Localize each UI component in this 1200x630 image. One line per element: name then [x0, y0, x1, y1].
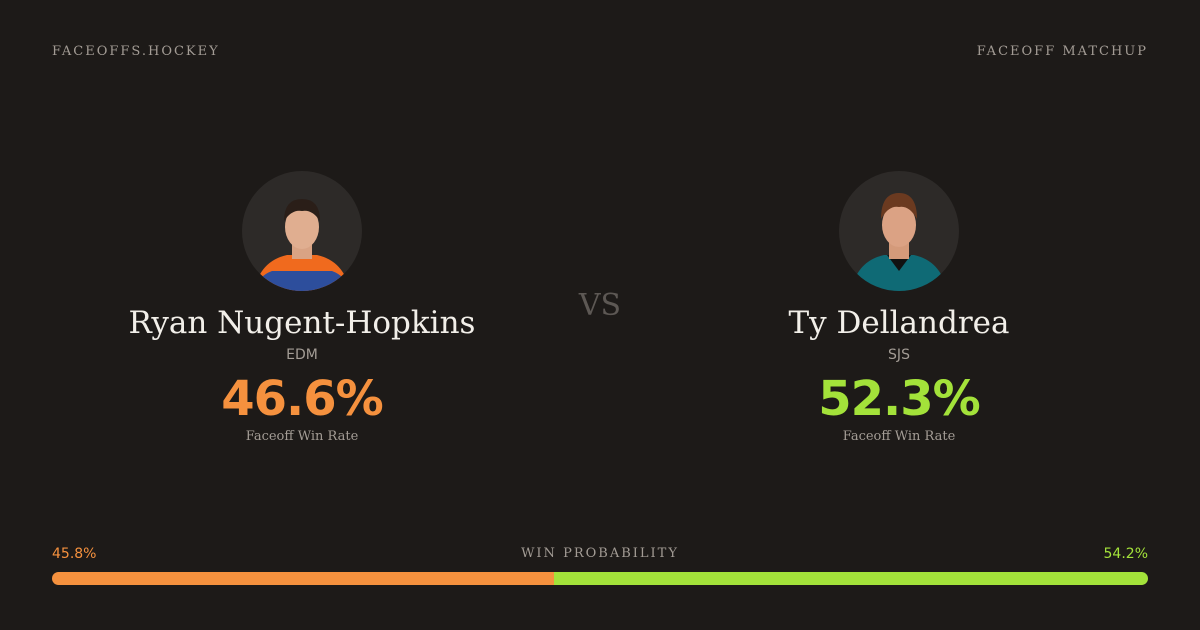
site-name: FACEOFFS.HOCKEY: [52, 44, 220, 59]
win-probability-value: 54.2%: [1103, 546, 1148, 562]
player-card: Ty Dellandrea SJS 52.3% Faceoff Win Rate: [649, 171, 1149, 444]
team: SJS: [888, 347, 910, 363]
probability-segment: [52, 572, 554, 585]
avatar: [839, 171, 959, 291]
win-rate-label: Faceoff Win Rate: [842, 429, 956, 444]
probability-bar: [52, 572, 1148, 585]
team: EDM: [286, 347, 318, 363]
win-rate-label: Faceoff Win Rate: [245, 429, 359, 444]
player-card: Ryan Nugent-Hopkins EDM 46.6% Faceoff Wi…: [52, 171, 552, 444]
header-label: FACEOFF MATCHUP: [976, 44, 1148, 59]
win-probability-value: 45.8%: [52, 546, 97, 562]
win-probability-title: WIN PROBABILITY: [521, 546, 679, 561]
win-rate: 46.6%: [221, 371, 384, 427]
player-name: Ty Dellandrea: [788, 305, 1010, 341]
player-name: Ryan Nugent-Hopkins: [128, 305, 476, 341]
win-rate: 52.3%: [818, 371, 981, 427]
probability-segment: [553, 572, 1148, 585]
avatar: [242, 171, 362, 291]
vs: VS: [578, 288, 622, 323]
